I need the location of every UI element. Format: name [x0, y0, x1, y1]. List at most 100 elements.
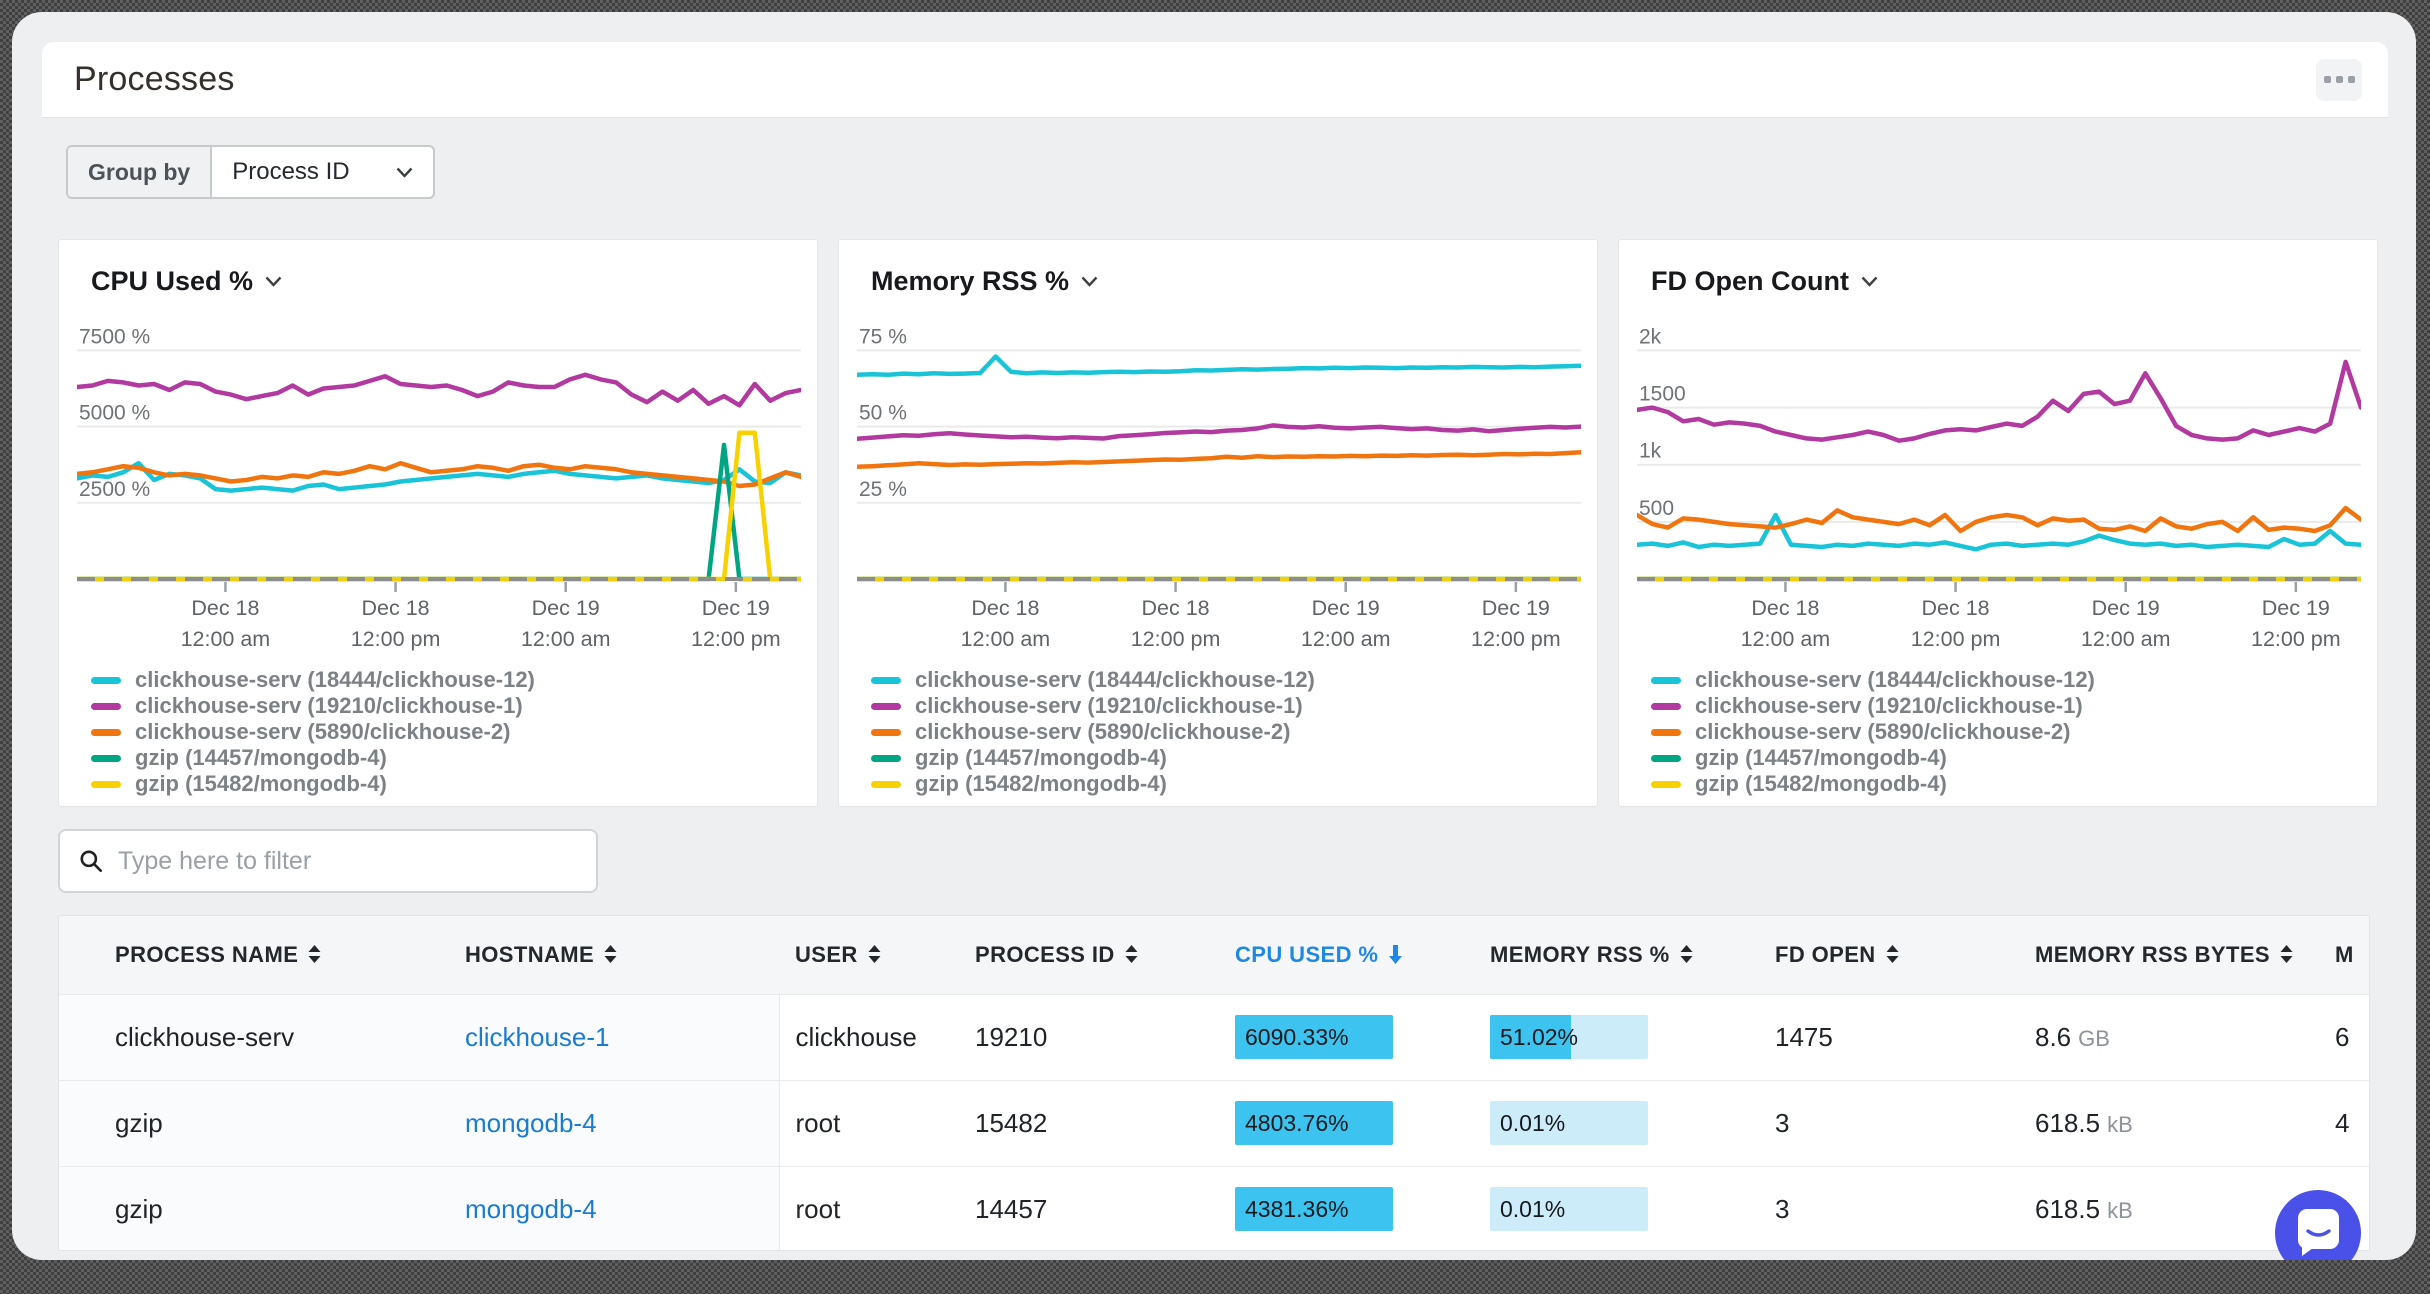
legend-item[interactable]: clickhouse-serv (5890/clickhouse-2)	[871, 719, 1579, 745]
cell-memory-rss: 51.02%	[1474, 993, 1759, 1080]
x-axis-label: Dec 18	[1921, 596, 1989, 620]
column-label: MEMORY RSS %	[1490, 941, 1670, 967]
column-header-process_name[interactable]: PROCESS NAME	[59, 916, 449, 994]
chart-title-dropdown[interactable]: CPU Used %	[91, 266, 282, 297]
chart-line-series	[77, 442, 801, 582]
cell-user: root	[779, 1079, 959, 1166]
legend-swatch	[91, 728, 121, 736]
ellipsis-icon	[2335, 76, 2343, 83]
column-header-memory_rss_bytes[interactable]: MEMORY RSS BYTES	[2019, 916, 2319, 994]
legend-swatch	[871, 780, 901, 788]
legend-item[interactable]: clickhouse-serv (19210/clickhouse-1)	[871, 693, 1579, 719]
legend-swatch	[91, 676, 121, 684]
cell-process-id: 14457	[959, 1165, 1219, 1250]
legend-swatch	[91, 754, 121, 762]
cell-process-id: 15482	[959, 1079, 1219, 1166]
y-axis-label: 75 %	[859, 325, 907, 348]
legend-item[interactable]: gzip (14457/mongodb-4)	[871, 745, 1579, 771]
sort-icon	[604, 945, 617, 964]
chart-canvas[interactable]: 2500 % 5000 % 7500 % Dec 18 12:00 am Dec 18 12…	[77, 311, 801, 657]
legend-label: clickhouse-serv (19210/clickhouse-1)	[915, 693, 1303, 718]
y-axis-label: 2500 %	[79, 478, 150, 501]
legend-item[interactable]: gzip (14457/mongodb-4)	[91, 745, 799, 771]
chat-bubble-icon	[2275, 1190, 2361, 1260]
cell-cpu-used: 4803.76%	[1219, 1079, 1474, 1166]
legend-label: gzip (15482/mongodb-4)	[135, 771, 387, 796]
legend-item[interactable]: clickhouse-serv (18444/clickhouse-12)	[1651, 667, 2359, 693]
chart-card: CPU Used % 2500 % 5000 % 7500 % Dec 18 12:00 …	[58, 239, 818, 807]
charts-row: CPU Used % 2500 % 5000 % 7500 % Dec 18 12:00 …	[58, 239, 2416, 807]
column-label: MEMORY RSS BYTES	[2035, 941, 2270, 967]
legend-item[interactable]: clickhouse-serv (19210/clickhouse-1)	[91, 693, 799, 719]
y-axis-label: 7500 %	[79, 325, 150, 348]
legend-item[interactable]: clickhouse-serv (5890/clickhouse-2)	[91, 719, 799, 745]
sort-icon	[1680, 945, 1693, 964]
legend-label: clickhouse-serv (19210/clickhouse-1)	[1695, 693, 2083, 718]
x-axis-label: 12:00 pm	[351, 627, 441, 651]
cell-process-id: 19210	[959, 993, 1219, 1080]
chat-launcher-button[interactable]	[2275, 1190, 2361, 1260]
cell-user: clickhouse	[779, 993, 959, 1080]
chart-legend: clickhouse-serv (18444/clickhouse-12) cli…	[1651, 667, 2359, 797]
legend-swatch	[1651, 728, 1681, 736]
x-axis-label: Dec 18	[971, 596, 1039, 620]
x-axis-label: Dec 18	[361, 596, 429, 620]
page-header: Processes	[42, 42, 2388, 118]
x-axis-label: Dec 18	[1141, 596, 1209, 620]
chart-line-series	[77, 460, 801, 493]
x-axis-label: Dec 19	[532, 596, 600, 620]
filter-input-wrapper	[58, 829, 598, 893]
more-options-button[interactable]	[2316, 58, 2362, 101]
chart-legend: clickhouse-serv (18444/clickhouse-12) cli…	[91, 667, 799, 797]
chart-canvas[interactable]: 500 1k 1500 2k Dec 18 12:00 am Dec 18 12:00 pm D…	[1637, 311, 2361, 657]
column-label: CPU USED %	[1235, 941, 1379, 967]
chart-line-series	[77, 430, 801, 582]
ellipsis-icon	[2323, 76, 2331, 83]
bar-fill	[1235, 1015, 1393, 1059]
hostname-link[interactable]: mongodb-4	[465, 1193, 597, 1224]
column-header-memory_rss[interactable]: MEMORY RSS %	[1474, 916, 1759, 994]
memory-rss-bar: 0.01%	[1490, 1187, 1648, 1232]
sort-desc-icon	[1389, 945, 1403, 965]
column-header-hostname[interactable]: HOSTNAME	[449, 916, 779, 994]
table-row[interactable]: clickhouse-serv clickhouse-1 clickhouse 192…	[59, 993, 2369, 1080]
legend-item[interactable]: clickhouse-serv (19210/clickhouse-1)	[1651, 693, 2359, 719]
bar-fill	[1490, 1015, 1571, 1059]
group-by-select[interactable]: Process ID	[212, 147, 432, 197]
column-header-cpu_used[interactable]: CPU USED %	[1219, 916, 1474, 994]
chart-title-dropdown[interactable]: Memory RSS %	[871, 266, 1098, 297]
legend-item[interactable]: clickhouse-serv (18444/clickhouse-12)	[91, 667, 799, 693]
hostname-link[interactable]: clickhouse-1	[465, 1021, 610, 1052]
legend-swatch	[1651, 676, 1681, 684]
sort-icon	[2280, 945, 2293, 964]
hostname-link[interactable]: mongodb-4	[465, 1107, 597, 1138]
column-header-user[interactable]: USER	[779, 916, 959, 994]
legend-item[interactable]: clickhouse-serv (18444/clickhouse-12)	[871, 667, 1579, 693]
column-header-process_id[interactable]: PROCESS ID	[959, 916, 1219, 994]
filter-input[interactable]	[118, 846, 578, 876]
y-axis-label: 1500	[1639, 383, 1686, 406]
legend-item[interactable]: gzip (15482/mongodb-4)	[871, 771, 1579, 797]
legend-label: gzip (14457/mongodb-4)	[1695, 745, 1947, 770]
y-axis-label: 25 %	[859, 478, 907, 501]
legend-item[interactable]: gzip (15482/mongodb-4)	[91, 771, 799, 797]
legend-item[interactable]: clickhouse-serv (5890/clickhouse-2)	[1651, 719, 2359, 745]
cell-hostname: mongodb-4	[449, 1079, 780, 1166]
x-axis-label: Dec 19	[2092, 596, 2160, 620]
chart-canvas[interactable]: 25 % 50 % 75 % Dec 18 12:00 am Dec 18 12:00 pm…	[857, 311, 1581, 657]
x-axis-label: 12:00 pm	[1131, 627, 1221, 651]
table-row[interactable]: gzip mongodb-4 root 14457 4381.36% 0.01% 3 618.…	[59, 1165, 2369, 1250]
legend-item[interactable]: gzip (14457/mongodb-4)	[1651, 745, 2359, 771]
chart-line-series	[1637, 505, 2361, 534]
legend-item[interactable]: gzip (15482/mongodb-4)	[1651, 771, 2359, 797]
legend-label: clickhouse-serv (18444/clickhouse-12)	[135, 667, 535, 692]
table-row[interactable]: gzip mongodb-4 root 15482 4803.76% 0.01% 3 618.…	[59, 1079, 2369, 1166]
column-header-fd_open[interactable]: FD OPEN	[1759, 916, 2019, 994]
column-header-overflow[interactable]: M	[2319, 916, 2369, 994]
cell-memory-rss: 0.01%	[1474, 1165, 1759, 1250]
filter-row	[58, 829, 2416, 893]
cell-memory-rss-bytes: 618.5 kB	[2019, 1165, 2319, 1250]
bytes-value: 618.5	[2035, 1193, 2101, 1224]
toolbar: Group by Process ID	[66, 145, 2416, 199]
chart-title-dropdown[interactable]: FD Open Count	[1651, 266, 1878, 297]
